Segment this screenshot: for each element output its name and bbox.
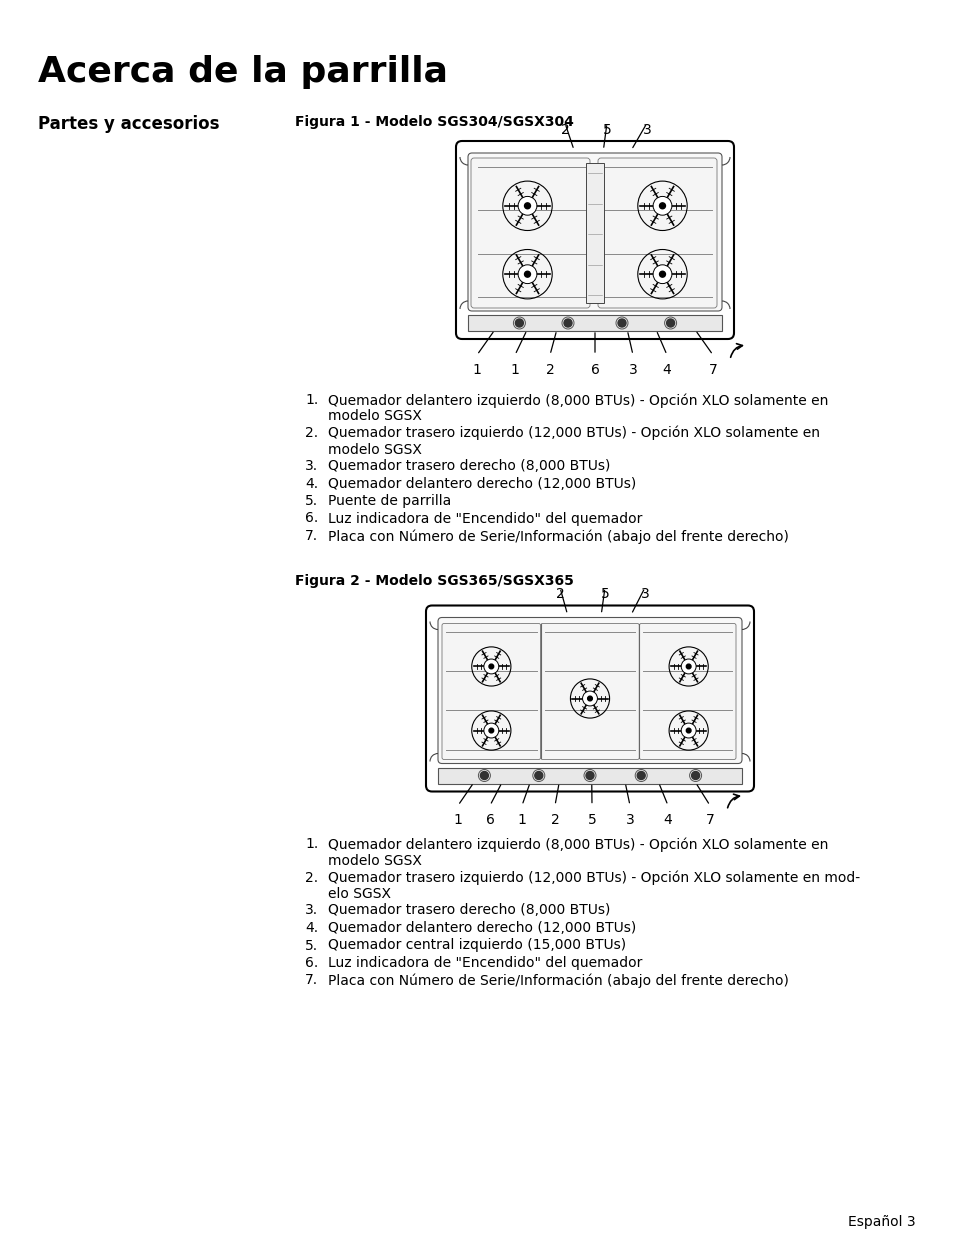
Text: 7: 7 — [705, 814, 714, 827]
Circle shape — [489, 664, 493, 669]
Circle shape — [680, 724, 696, 739]
Circle shape — [517, 264, 537, 284]
Text: 2.: 2. — [305, 871, 317, 884]
FancyBboxPatch shape — [468, 153, 721, 311]
Text: 6.: 6. — [305, 956, 318, 969]
Text: Quemador trasero derecho (8,000 BTUs): Quemador trasero derecho (8,000 BTUs) — [328, 459, 610, 473]
Text: 3.: 3. — [305, 904, 317, 918]
Text: 5: 5 — [602, 124, 611, 137]
Circle shape — [563, 319, 572, 327]
Text: Placa con Número de Serie/Información (abajo del frente derecho): Placa con Número de Serie/Información (a… — [328, 973, 788, 988]
Text: Quemador delantero izquierdo (8,000 BTUs) - Opción XLO solamente en: Quemador delantero izquierdo (8,000 BTUs… — [328, 393, 827, 408]
Text: modelo SGSX: modelo SGSX — [328, 442, 421, 457]
Circle shape — [680, 659, 696, 674]
FancyBboxPatch shape — [441, 624, 540, 760]
Text: 2: 2 — [555, 588, 564, 601]
Circle shape — [585, 772, 594, 779]
Text: modelo SGSX: modelo SGSX — [328, 410, 421, 424]
FancyBboxPatch shape — [639, 624, 735, 760]
FancyBboxPatch shape — [426, 605, 753, 792]
Text: 5: 5 — [600, 588, 609, 601]
Text: 5.: 5. — [305, 494, 317, 508]
Text: Quemador delantero derecho (12,000 BTUs): Quemador delantero derecho (12,000 BTUs) — [328, 477, 636, 490]
Circle shape — [666, 319, 674, 327]
FancyBboxPatch shape — [540, 624, 639, 760]
Text: 3: 3 — [642, 124, 651, 137]
Circle shape — [524, 272, 530, 277]
Text: 7.: 7. — [305, 529, 317, 543]
Text: 3: 3 — [625, 814, 634, 827]
Circle shape — [653, 196, 671, 215]
Circle shape — [515, 319, 523, 327]
Text: Quemador central izquierdo (15,000 BTUs): Quemador central izquierdo (15,000 BTUs) — [328, 939, 625, 952]
Circle shape — [524, 203, 530, 209]
Text: Puente de parrilla: Puente de parrilla — [328, 494, 451, 508]
Text: 2.: 2. — [305, 426, 317, 440]
Text: 7.: 7. — [305, 973, 317, 988]
Text: 1: 1 — [510, 363, 518, 377]
Text: Figura 1 - Modelo SGS304/SGSX304: Figura 1 - Modelo SGS304/SGSX304 — [294, 115, 574, 128]
Text: 5: 5 — [587, 814, 596, 827]
Text: elo SGSX: elo SGSX — [328, 887, 391, 902]
Text: 6: 6 — [485, 814, 494, 827]
Text: 2: 2 — [560, 124, 569, 137]
Text: modelo SGSX: modelo SGSX — [328, 853, 421, 868]
Text: 6.: 6. — [305, 511, 318, 526]
Circle shape — [587, 697, 592, 700]
Circle shape — [582, 692, 597, 706]
Text: Quemador trasero izquierdo (12,000 BTUs) - Opción XLO solamente en: Quemador trasero izquierdo (12,000 BTUs)… — [328, 426, 820, 441]
Text: 4: 4 — [663, 814, 672, 827]
Circle shape — [517, 196, 537, 215]
Text: Quemador trasero derecho (8,000 BTUs): Quemador trasero derecho (8,000 BTUs) — [328, 904, 610, 918]
Bar — [437, 767, 741, 783]
Text: Partes y accesorios: Partes y accesorios — [38, 115, 219, 133]
Text: Luz indicadora de "Encendido" del quemador: Luz indicadora de "Encendido" del quemad… — [328, 956, 641, 969]
FancyBboxPatch shape — [437, 618, 741, 763]
Text: 3: 3 — [640, 588, 649, 601]
Text: 5.: 5. — [305, 939, 317, 952]
Text: 2: 2 — [545, 363, 554, 377]
FancyBboxPatch shape — [456, 141, 733, 338]
Text: 4.: 4. — [305, 921, 317, 935]
Circle shape — [691, 772, 699, 779]
Circle shape — [483, 724, 498, 739]
Text: Quemador delantero derecho (12,000 BTUs): Quemador delantero derecho (12,000 BTUs) — [328, 921, 636, 935]
Circle shape — [659, 203, 665, 209]
Text: Español 3: Español 3 — [847, 1215, 915, 1229]
Text: Acerca de la parrilla: Acerca de la parrilla — [38, 56, 448, 89]
Circle shape — [535, 772, 542, 779]
Text: Quemador delantero izquierdo (8,000 BTUs) - Opción XLO solamente en: Quemador delantero izquierdo (8,000 BTUs… — [328, 837, 827, 852]
Circle shape — [653, 264, 671, 284]
Circle shape — [483, 659, 498, 674]
Text: 4: 4 — [662, 363, 671, 377]
Text: 1.: 1. — [305, 393, 318, 408]
FancyBboxPatch shape — [598, 158, 717, 308]
FancyBboxPatch shape — [471, 158, 589, 308]
Bar — [585, 163, 603, 303]
Text: 3.: 3. — [305, 459, 317, 473]
Text: 1: 1 — [453, 814, 462, 827]
Text: Placa con Número de Serie/Información (abajo del frente derecho): Placa con Número de Serie/Información (a… — [328, 529, 788, 543]
Circle shape — [637, 772, 644, 779]
Text: 7: 7 — [708, 363, 717, 377]
Text: 3: 3 — [628, 363, 637, 377]
Text: 1: 1 — [517, 814, 526, 827]
Text: Quemador trasero izquierdo (12,000 BTUs) - Opción XLO solamente en mod-: Quemador trasero izquierdo (12,000 BTUs)… — [328, 871, 860, 885]
Text: 1.: 1. — [305, 837, 318, 851]
Circle shape — [685, 664, 690, 669]
Bar — [468, 315, 721, 331]
Text: 6: 6 — [590, 363, 598, 377]
Circle shape — [618, 319, 625, 327]
Circle shape — [685, 729, 690, 732]
Text: 4.: 4. — [305, 477, 317, 490]
Text: Figura 2 - Modelo SGS365/SGSX365: Figura 2 - Modelo SGS365/SGSX365 — [294, 574, 574, 589]
Circle shape — [480, 772, 488, 779]
Circle shape — [659, 272, 665, 277]
Text: 2: 2 — [550, 814, 558, 827]
Text: 1: 1 — [472, 363, 481, 377]
Text: Luz indicadora de "Encendido" del quemador: Luz indicadora de "Encendido" del quemad… — [328, 511, 641, 526]
Circle shape — [489, 729, 493, 732]
